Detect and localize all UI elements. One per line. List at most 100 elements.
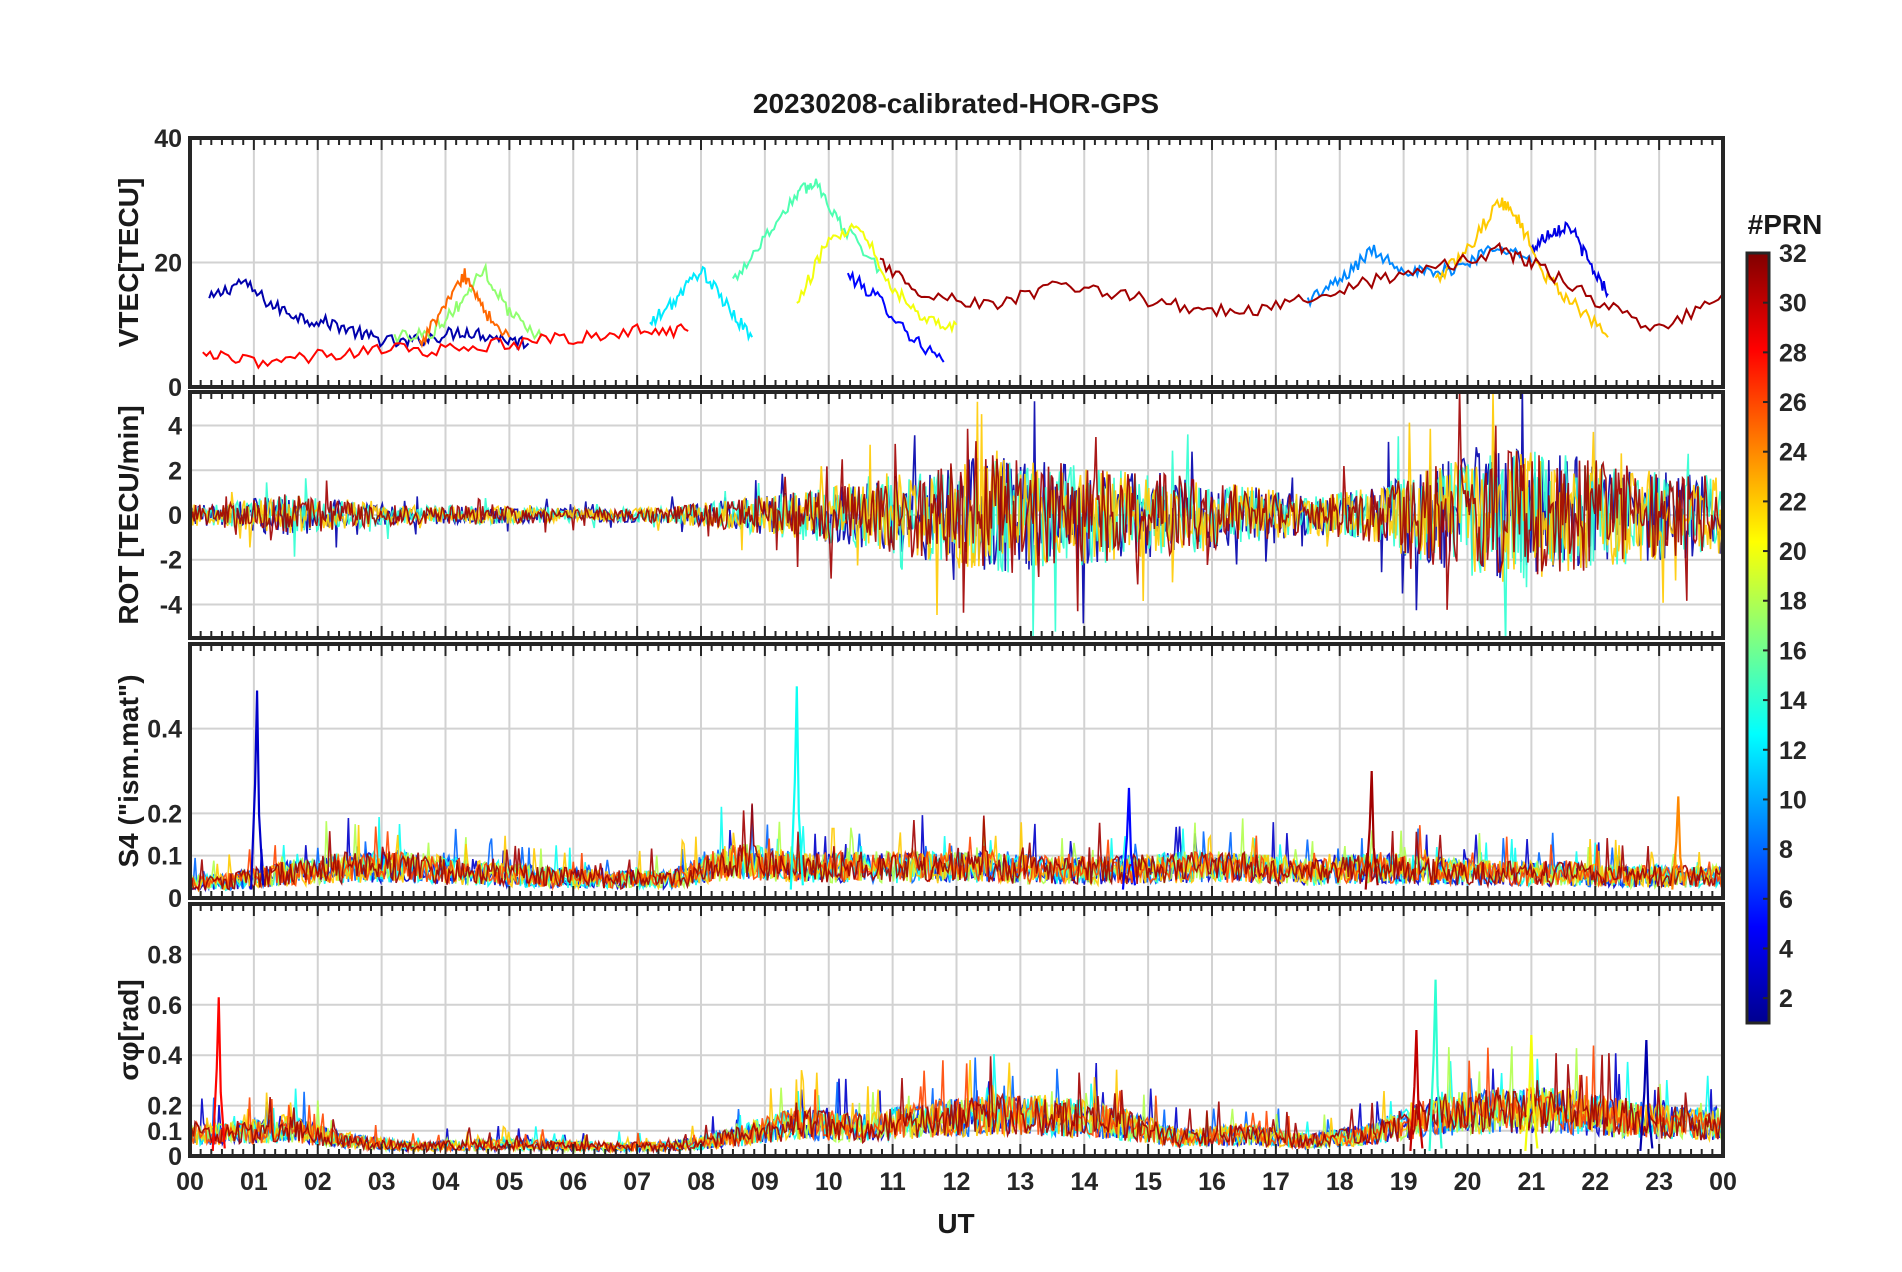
x-tick-label: 10 <box>815 1168 843 1196</box>
panel-rot: -4 -2 0 2 4 ROT [TECU/min] <box>113 390 1725 640</box>
panel-s4: 0 0.1 0.2 0.4S4 ("ism.mat") <box>113 642 1725 913</box>
colorbar-tick-label: 20 <box>1779 538 1807 566</box>
series-prn-4 <box>1530 221 1609 299</box>
colorbar-gradient <box>1745 251 1771 1025</box>
x-tick-label: 13 <box>1006 1168 1034 1196</box>
colorbar-tick-label: 10 <box>1779 786 1807 814</box>
y-tick-label: 0 <box>168 374 182 402</box>
x-tick-label: 01 <box>240 1168 268 1196</box>
x-tick-label: 12 <box>943 1168 971 1196</box>
colorbar-tick-label: 32 <box>1779 240 1807 268</box>
x-tick-label: 18 <box>1326 1168 1354 1196</box>
colorbar-tick-label: 22 <box>1779 488 1807 516</box>
tick-marks <box>189 392 1724 638</box>
x-tick-label: 22 <box>1581 1168 1609 1196</box>
x-tick-label: 06 <box>559 1168 587 1196</box>
y-tick-label: 0 <box>168 1143 182 1171</box>
y-tick-label: 0.6 <box>147 992 182 1020</box>
series-prn-20 <box>796 222 958 334</box>
y-tick-label: 4 <box>168 413 182 441</box>
series-group <box>190 686 1723 893</box>
tick-marks <box>189 138 1724 387</box>
colorbar-tick-label: 6 <box>1779 886 1793 914</box>
colorbar-tick-label: 12 <box>1779 737 1807 765</box>
series-prn-31 <box>190 803 1723 891</box>
series-prn-9 <box>1306 244 1533 309</box>
colorbar-tick-label: 30 <box>1779 290 1807 318</box>
y-axis-label: ROT [TECU/min] <box>113 405 144 624</box>
peak-prn-13 <box>789 686 804 890</box>
y-tick-label: -2 <box>160 547 182 575</box>
x-tick-label: 05 <box>495 1168 523 1196</box>
colorbar-label: #PRN <box>1748 209 1823 240</box>
x-tick-label: 09 <box>751 1168 779 1196</box>
x-tick-label: 14 <box>1070 1168 1098 1196</box>
series-prn-25 <box>418 268 511 349</box>
colorbar-tick-label: 18 <box>1779 588 1807 616</box>
peak-prn-28 <box>211 997 226 1152</box>
x-tick-label: 02 <box>304 1168 332 1196</box>
peak-prn-24 <box>1671 796 1686 890</box>
peak-prn-20 <box>1524 1034 1539 1152</box>
series-prn-31 <box>190 392 1723 613</box>
y-tick-label: 40 <box>154 125 182 153</box>
peak-prn-31 <box>1364 770 1379 890</box>
colorbar-tick-label: 24 <box>1779 439 1807 467</box>
x-tick-label: 21 <box>1517 1168 1545 1196</box>
y-tick-label: 0.8 <box>147 941 182 969</box>
series-group <box>190 392 1723 638</box>
x-tick-label: 08 <box>687 1168 715 1196</box>
x-tick-label: 00 <box>1709 1168 1737 1196</box>
colorbar-tick-label: 2 <box>1779 985 1793 1013</box>
series-prn-31 <box>879 241 1723 333</box>
series-prn-28 <box>202 323 689 370</box>
y-tick-label: -4 <box>160 591 182 619</box>
y-axis-label: σφ[rad] <box>113 979 144 1080</box>
x-tick-label: 03 <box>368 1168 396 1196</box>
series-prn-5 <box>846 270 945 363</box>
chart-title: 20230208-calibrated-HOR-GPS <box>753 88 1159 119</box>
y-tick-label: 0.2 <box>147 1093 182 1121</box>
colorbar-tick-label: 14 <box>1779 687 1807 715</box>
colorbar-tick-label: 4 <box>1779 935 1793 963</box>
series-prn-12 <box>649 265 753 342</box>
tick-marks <box>189 904 1724 1156</box>
peak-prn-5 <box>1121 787 1137 890</box>
colorbar-tick-label: 28 <box>1779 339 1807 367</box>
peak-prn-2 <box>1639 1040 1654 1152</box>
y-tick-label: 0 <box>168 885 182 913</box>
x-tick-label: 19 <box>1390 1168 1418 1196</box>
x-tick-label: 17 <box>1262 1168 1290 1196</box>
y-tick-label: 0.4 <box>147 1042 182 1070</box>
colorbar-tick-label: 16 <box>1779 637 1807 665</box>
peak-prn-14 <box>1428 979 1443 1152</box>
y-tick-label: 0.1 <box>147 843 182 871</box>
x-tick-label: 00 <box>176 1168 204 1196</box>
peak-prn-3 <box>249 690 265 890</box>
x-axis-label: UT <box>937 1208 974 1239</box>
panel-vtec: 0 20 40 VTEC[TECU] <box>113 125 1725 402</box>
x-tick-labels: 00 01 02 03 04 05 06 07 08 09 10 11 12 13 14 15 16 17 18 19… <box>176 1168 1737 1196</box>
y-tick-label: 0.4 <box>147 716 182 744</box>
y-tick-label: 0.1 <box>147 1118 182 1146</box>
peak-prn-30 <box>1409 1029 1424 1152</box>
tick-marks <box>189 644 1724 898</box>
y-tick-label: 0 <box>168 502 182 530</box>
y-tick-label: 2 <box>168 457 182 485</box>
x-tick-label: 23 <box>1645 1168 1673 1196</box>
series-prn-2 <box>208 277 530 351</box>
panel-sigma_phi: 00.10.2 0.4 0.6 0.8σφ[rad] <box>113 902 1725 1171</box>
x-tick-label: 07 <box>623 1168 651 1196</box>
x-tick-label: 04 <box>432 1168 460 1196</box>
x-tick-label: 20 <box>1454 1168 1482 1196</box>
y-tick-label: 0.2 <box>147 800 182 828</box>
y-tick-label: 20 <box>154 250 182 278</box>
colorbar-tick-label: 26 <box>1779 389 1807 417</box>
x-tick-label: 11 <box>879 1168 906 1196</box>
y-axis-label: S4 ("ism.mat") <box>113 674 144 867</box>
y-axis-label: VTEC[TECU] <box>113 178 144 348</box>
series-prn-22 <box>1434 197 1609 338</box>
